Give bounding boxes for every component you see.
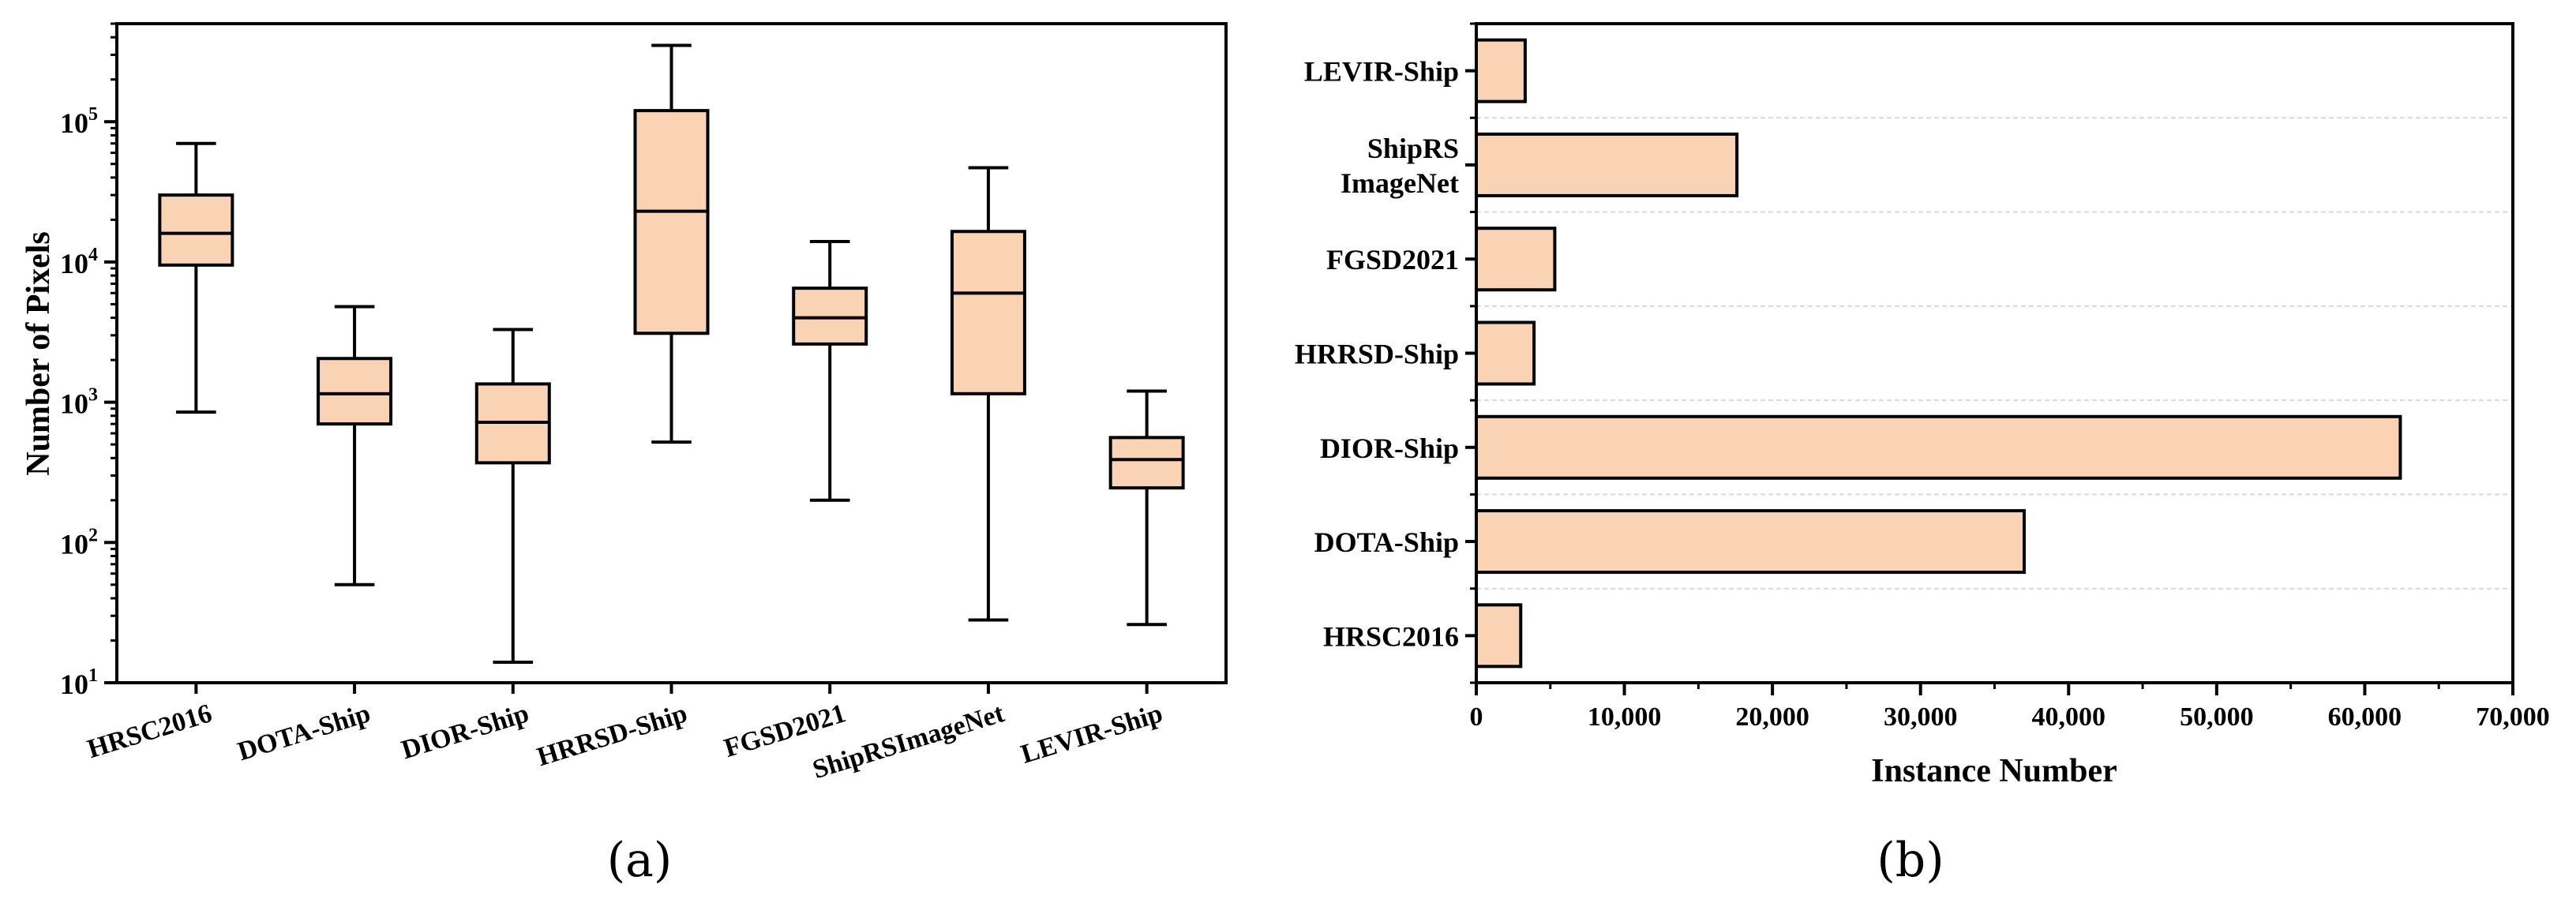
bar-dior-ship — [1475, 414, 2402, 480]
x-tick-label: 60,000 — [2328, 702, 2402, 732]
bar-chart-panel: LEVIR-Ship ShipRSImageNet FGSD2021 HRRSD-Sh… — [1295, 22, 2550, 888]
y-axis-ticks: LEVIR-Ship ShipRSImageNet FGSD2021 HRRSD-Sh… — [1295, 22, 1476, 684]
iqr-box — [317, 357, 393, 426]
bar-chart-frame — [1475, 22, 2514, 684]
box-levir-ship — [1108, 389, 1185, 627]
x-tick-label: 0 — [1470, 702, 1483, 732]
box-shiprsimagenet — [950, 166, 1026, 622]
x-tick-label: DOTA-Ship — [234, 699, 373, 766]
y-tick-label: 105 — [60, 104, 98, 139]
x-tick-label: 40,000 — [2032, 702, 2106, 732]
tick-exponent: 4 — [88, 245, 98, 265]
x-axis-title: Instance Number — [1871, 753, 2117, 789]
x-tick-label: 10,000 — [1588, 702, 1662, 732]
tick-base: 10 — [60, 528, 88, 560]
bar-levir-ship — [1475, 38, 1527, 103]
bar-fgsd2021 — [1475, 227, 1557, 292]
tick-base: 10 — [60, 388, 88, 420]
bars — [1475, 38, 2402, 669]
y-tick-label: ImageNet — [1340, 167, 1459, 199]
y-tick-label: ShipRS — [1367, 133, 1459, 164]
bar-dota-ship — [1475, 509, 2027, 575]
y-tick-label: DIOR-Ship — [1320, 433, 1459, 464]
iqr-box — [633, 109, 710, 335]
gridlines — [1476, 117, 2513, 590]
box-hrrsd-ship — [633, 43, 710, 444]
boxes — [158, 43, 1185, 665]
x-tick-label: DIOR-Ship — [398, 699, 532, 765]
bar-hrsc2016 — [1475, 603, 1523, 669]
caption-a: (a) — [607, 833, 673, 888]
iqr-box — [950, 230, 1026, 395]
x-tick-label: 20,000 — [1735, 702, 1809, 732]
tick-base: 10 — [60, 248, 88, 279]
tick-exponent: 3 — [88, 385, 98, 406]
x-axis-ticks: HRSC2016 DOTA-Ship DIOR-Ship HRRSD-Ship FGSD… — [84, 683, 1166, 785]
box-dota-ship — [317, 305, 393, 586]
y-tick-label: HRSC2016 — [1323, 620, 1459, 652]
box-hrsc2016 — [158, 141, 234, 414]
tick-exponent: 2 — [88, 525, 98, 545]
box-fgsd2021 — [792, 239, 868, 502]
iqr-box — [792, 287, 868, 346]
tick-base: 10 — [60, 107, 88, 139]
iqr-box — [1108, 436, 1185, 490]
x-tick-label: HRRSD-Ship — [534, 699, 691, 772]
y-tick-label: LEVIR-Ship — [1304, 56, 1459, 88]
y-tick-label: 102 — [60, 525, 98, 560]
y-tick-label: 103 — [60, 385, 98, 420]
box-dior-ship — [474, 328, 551, 665]
x-tick-label: 70,000 — [2476, 702, 2550, 732]
x-tick-label: 50,000 — [2180, 702, 2254, 732]
bar-hrrsd-ship — [1475, 320, 1536, 386]
tick-exponent: 1 — [88, 665, 98, 686]
bar-shiprsimagenet — [1475, 132, 1739, 197]
y-tick-label: 101 — [60, 665, 98, 700]
y-axis-title: Number of Pixels — [21, 231, 57, 476]
y-tick-label: DOTA-Ship — [1314, 526, 1459, 558]
x-tick-label: HRSC2016 — [84, 699, 216, 764]
y-tick-label: FGSD2021 — [1326, 244, 1459, 275]
x-axis-ticks: 0 10,000 20,000 30,000 40,000 50,000 60,000 70,… — [1470, 683, 2550, 732]
tick-base: 10 — [60, 669, 88, 700]
y-tick-label: HRRSD-Ship — [1295, 339, 1459, 370]
tick-exponent: 5 — [88, 104, 98, 125]
x-tick-label: 30,000 — [1884, 702, 1958, 732]
iqr-box — [158, 193, 234, 267]
y-tick-label: 104 — [60, 245, 98, 279]
x-tick-label: LEVIR-Ship — [1018, 699, 1166, 770]
caption-b: (b) — [1877, 833, 1944, 888]
